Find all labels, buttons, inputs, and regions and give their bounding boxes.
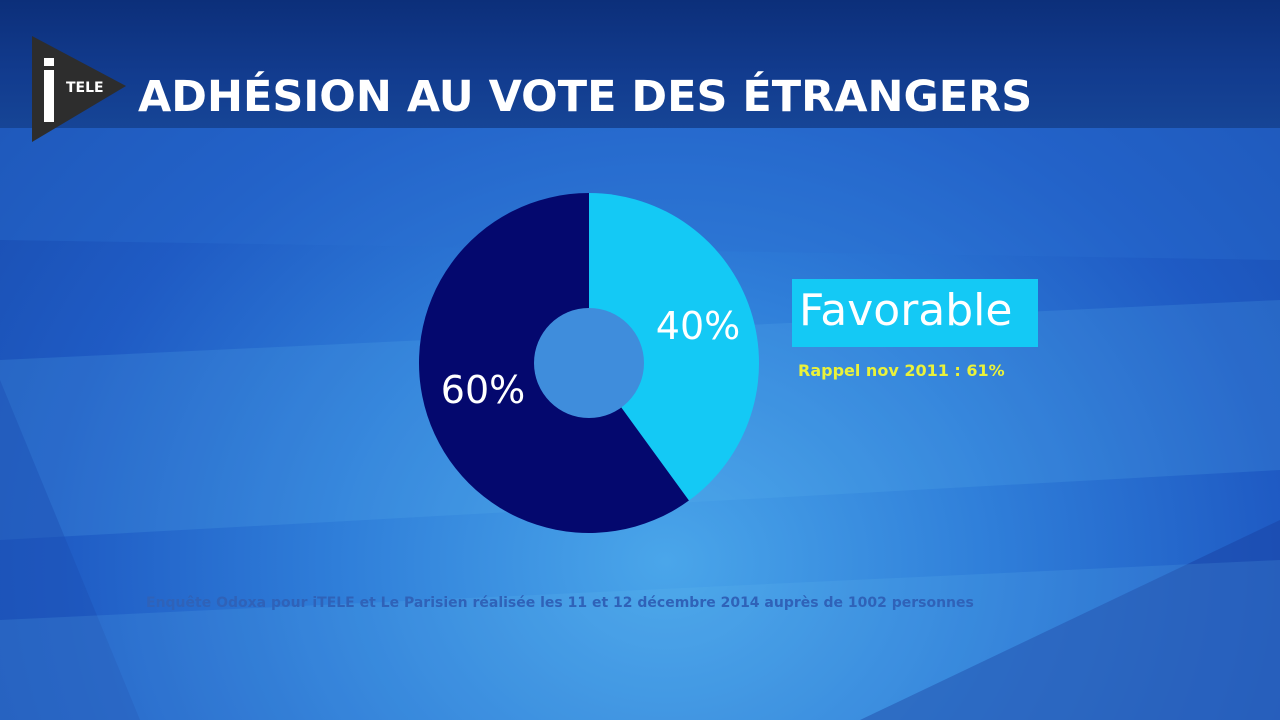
slice-label-unfavorable: 60%: [441, 368, 525, 412]
donut-hole: [534, 308, 644, 418]
title-band: [0, 0, 1280, 128]
page-title: ADHÉSION AU VOTE DES ÉTRANGERS: [138, 72, 1033, 122]
legend-box: [792, 279, 1038, 347]
slice-label-favorable: 40%: [656, 304, 740, 348]
channel-logo: [32, 36, 126, 142]
logo-text: TELE: [66, 80, 104, 96]
source-note: Enquête Odoxa pour iTELE et Le Parisien …: [146, 595, 974, 611]
slice-favorable: [589, 193, 759, 501]
recall-note: Rappel nov 2011 : 61%: [798, 361, 1005, 380]
legend-label: Favorable: [799, 285, 1013, 336]
